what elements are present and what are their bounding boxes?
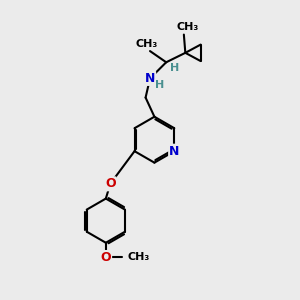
Text: H: H bbox=[169, 63, 179, 73]
Text: CH₃: CH₃ bbox=[127, 253, 149, 262]
Text: CH₃: CH₃ bbox=[176, 22, 199, 32]
Text: N: N bbox=[145, 72, 155, 85]
Text: H: H bbox=[155, 80, 164, 90]
Text: O: O bbox=[100, 251, 111, 264]
Text: CH₃: CH₃ bbox=[135, 39, 158, 49]
Text: N: N bbox=[169, 145, 179, 158]
Text: O: O bbox=[105, 177, 116, 190]
